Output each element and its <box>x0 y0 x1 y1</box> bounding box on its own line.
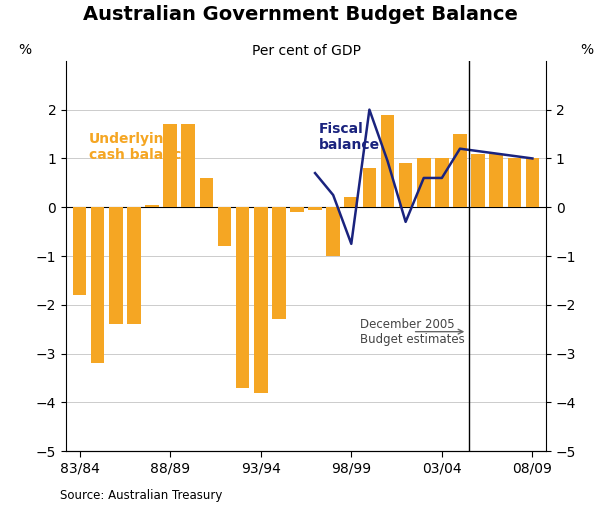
Bar <box>490 154 503 207</box>
Bar <box>236 207 250 388</box>
Text: Underlying
cash balance: Underlying cash balance <box>89 132 191 162</box>
Bar <box>453 134 467 207</box>
Text: Australian Government Budget Balance: Australian Government Budget Balance <box>83 5 517 24</box>
Bar <box>362 168 376 207</box>
Bar <box>326 207 340 256</box>
Bar <box>471 154 485 207</box>
Bar <box>399 163 412 207</box>
Text: December 2005
Budget estimates: December 2005 Budget estimates <box>361 318 465 346</box>
Text: Source: Australian Treasury: Source: Australian Treasury <box>60 489 223 502</box>
Bar <box>145 205 159 207</box>
Bar <box>508 158 521 207</box>
Bar <box>344 197 358 207</box>
Bar <box>91 207 104 364</box>
Bar <box>417 158 431 207</box>
Bar <box>163 124 177 207</box>
Bar <box>290 207 304 212</box>
Text: %: % <box>580 43 593 57</box>
Bar <box>181 124 195 207</box>
Bar <box>381 115 394 207</box>
Bar <box>218 207 231 246</box>
Bar <box>254 207 268 392</box>
Bar <box>308 207 322 210</box>
Text: %: % <box>19 43 32 57</box>
Text: Fiscal
balance: Fiscal balance <box>319 122 380 152</box>
Bar <box>200 178 213 207</box>
Bar <box>526 158 539 207</box>
Bar <box>73 207 86 295</box>
Bar <box>272 207 286 319</box>
Title: Per cent of GDP: Per cent of GDP <box>251 44 361 58</box>
Bar <box>435 158 449 207</box>
Bar <box>109 207 122 324</box>
Bar <box>127 207 141 324</box>
